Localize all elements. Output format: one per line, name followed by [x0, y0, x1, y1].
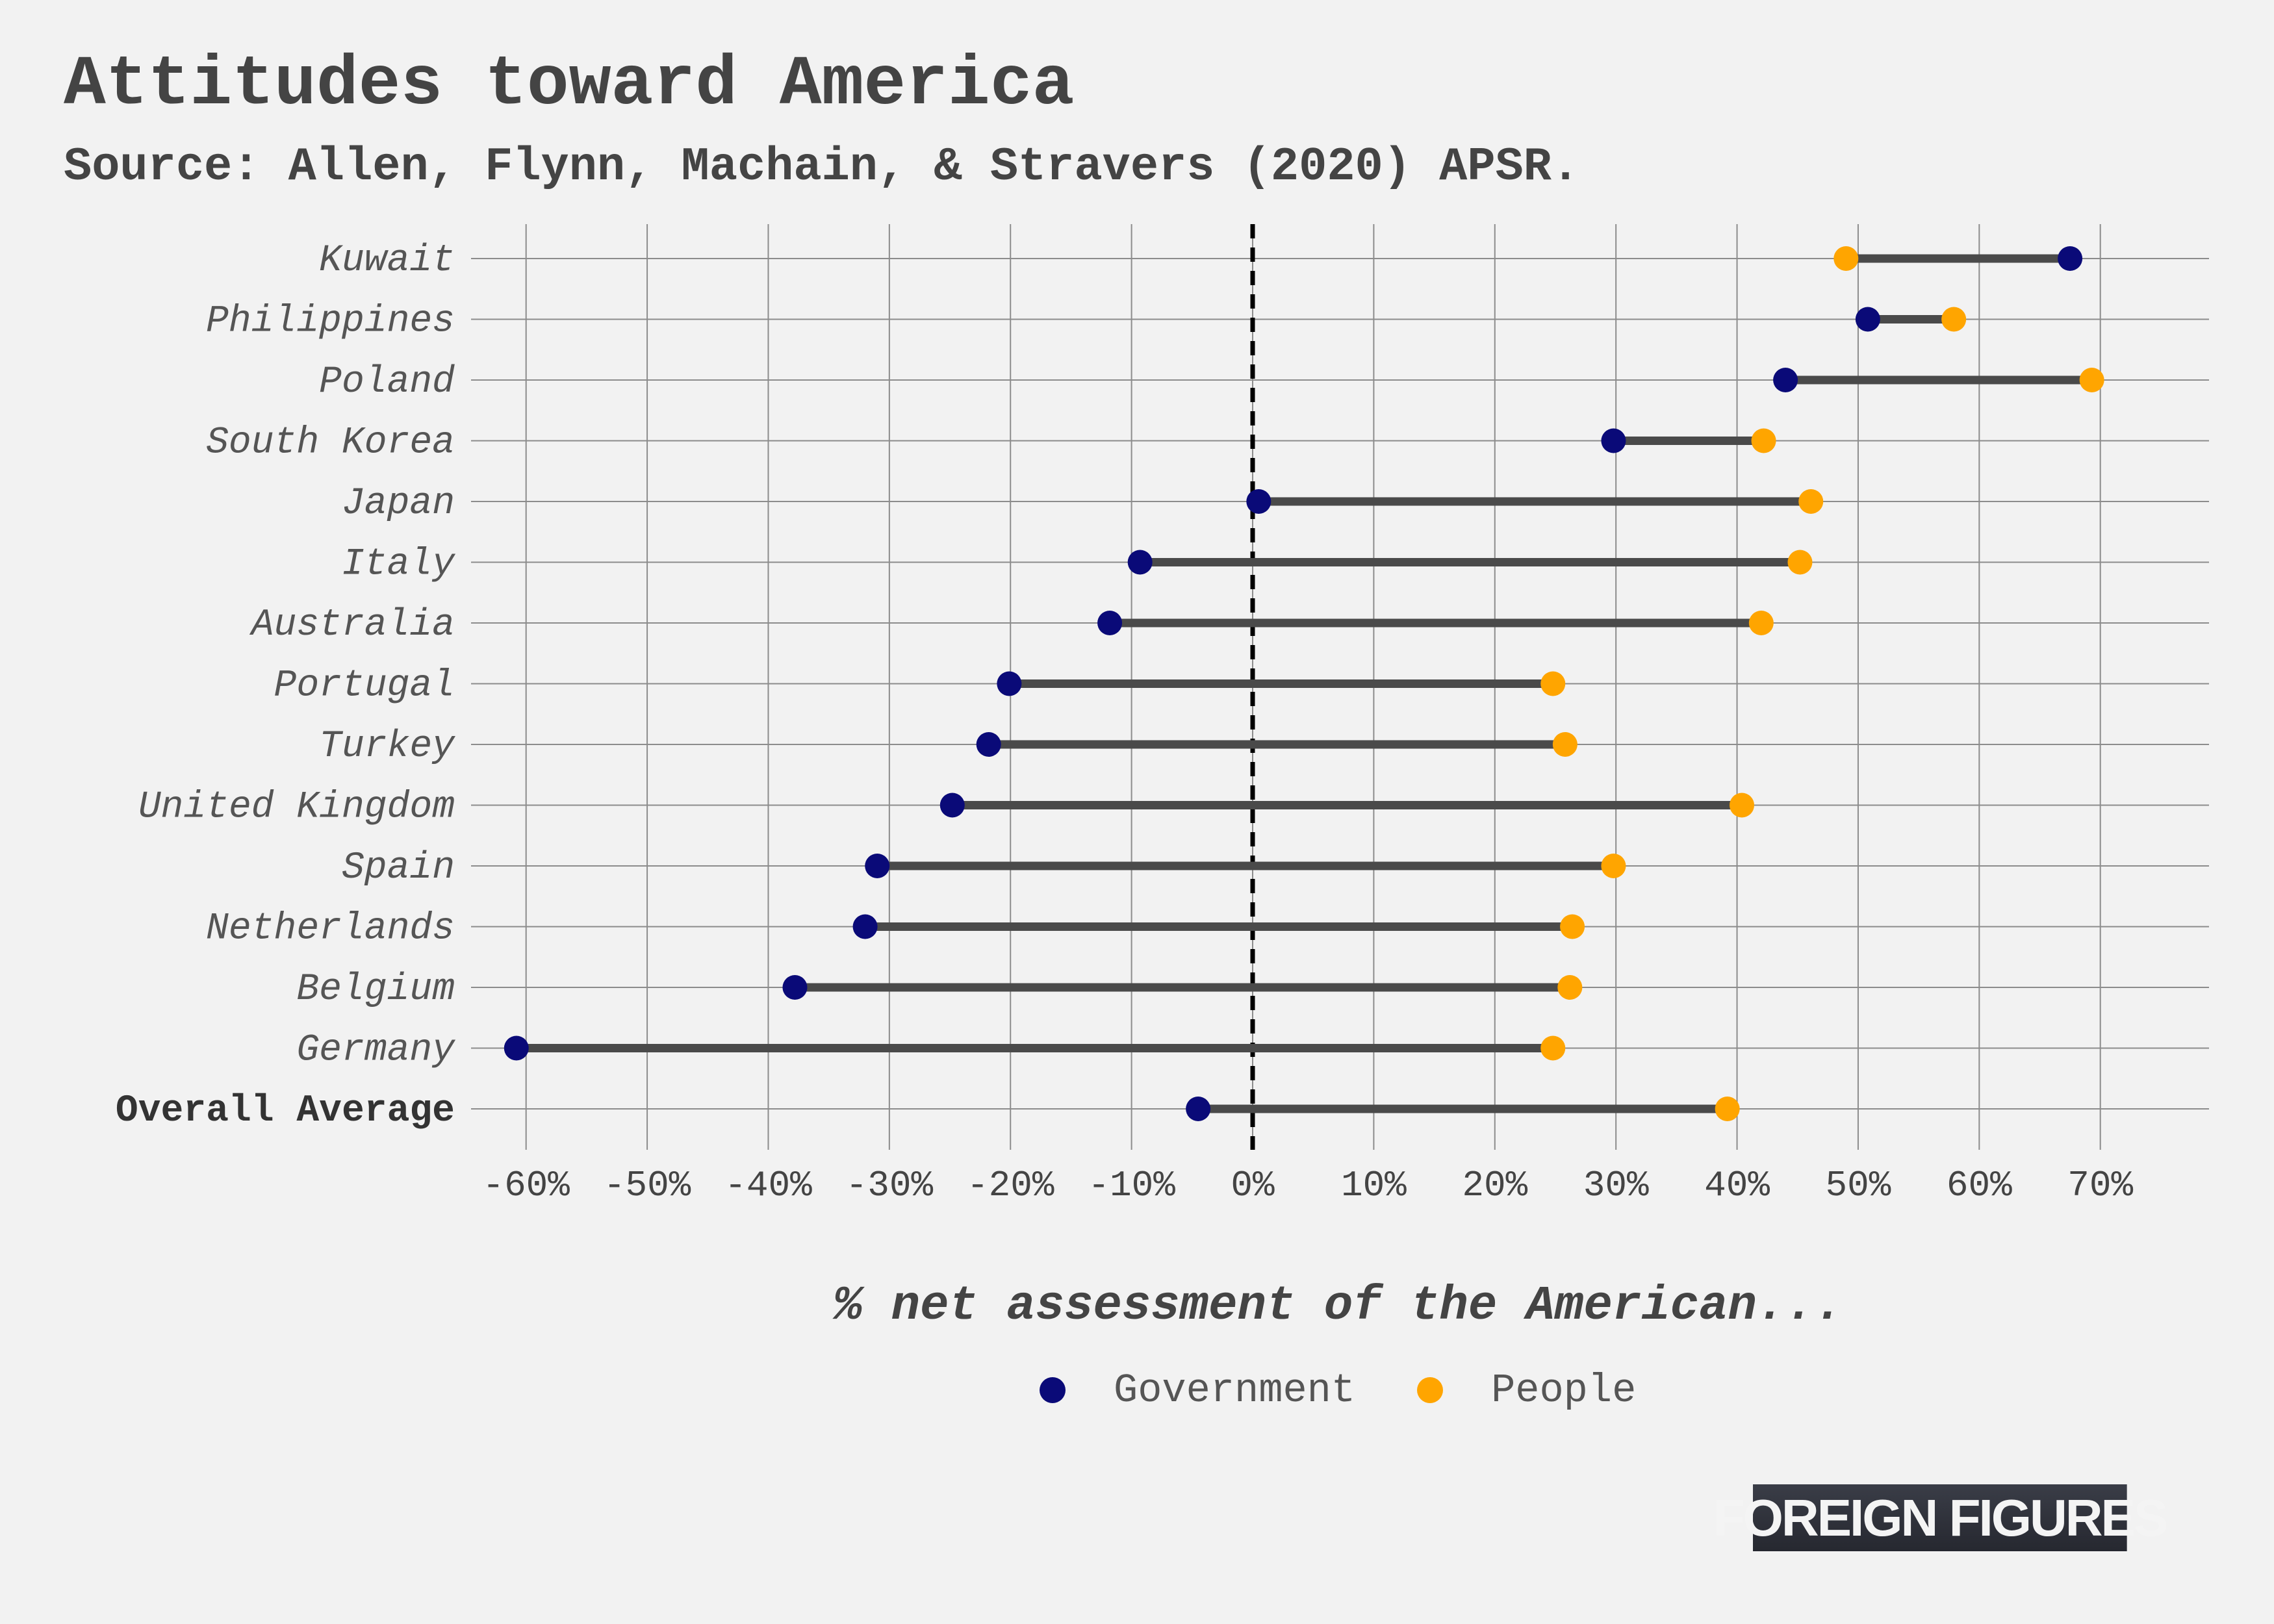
- government-point: [1127, 550, 1153, 575]
- people-point: [1540, 1035, 1566, 1061]
- category-label: Turkey: [319, 726, 455, 768]
- x-tick-label: -20%: [967, 1165, 1054, 1206]
- people-point: [1787, 550, 1813, 575]
- x-tick-label: 60%: [1947, 1165, 2012, 1206]
- x-tick-label: -10%: [1088, 1165, 1175, 1206]
- x-tick-label: 70%: [2067, 1165, 2133, 1206]
- people-point: [1729, 793, 1754, 818]
- government-point: [939, 793, 965, 818]
- legend-government-label: Government: [1114, 1367, 1356, 1414]
- people-point: [1748, 611, 1774, 635]
- people-point: [1751, 428, 1776, 453]
- government-point: [1855, 307, 1880, 332]
- government-point: [997, 671, 1022, 696]
- category-label-overall-average: Overall Average: [116, 1090, 455, 1132]
- people-point: [1540, 671, 1566, 696]
- category-label: South Korea: [206, 422, 455, 464]
- government-point: [782, 975, 808, 1000]
- people-point: [1941, 307, 1967, 332]
- government-point: [1601, 428, 1626, 453]
- government-point: [1097, 611, 1123, 635]
- x-tick-label: -60%: [482, 1165, 570, 1206]
- x-tick-label: -40%: [724, 1165, 812, 1206]
- category-label: Australia: [249, 604, 455, 646]
- x-tick-label: 40%: [1704, 1165, 1770, 1206]
- foreign-figures-logo: FOREIGN FIGURES: [1713, 1484, 2169, 1551]
- government-point: [2058, 246, 2083, 271]
- x-tick-label: 20%: [1462, 1165, 1527, 1206]
- legend-item-government: Government: [1040, 1367, 1355, 1414]
- legend-people-marker: [1417, 1377, 1444, 1403]
- x-tick-label: 0%: [1231, 1165, 1275, 1206]
- x-tick-label: -50%: [604, 1165, 691, 1206]
- category-label: Portugal: [274, 665, 455, 707]
- people-point: [1557, 975, 1583, 1000]
- government-point: [865, 854, 890, 878]
- people-point: [1601, 854, 1626, 878]
- category-label: Italy: [342, 544, 455, 586]
- x-tick-label: 10%: [1341, 1165, 1407, 1206]
- people-point: [1798, 489, 1824, 514]
- logo-text: FOREIGN FIGURES: [1713, 1488, 2169, 1547]
- people-point: [1833, 246, 1859, 271]
- people-point: [1715, 1097, 1740, 1121]
- category-label: Philippines: [206, 301, 455, 343]
- chart-title: Attitudes toward America: [64, 45, 1075, 125]
- government-point: [1186, 1097, 1211, 1121]
- legend-item-people: People: [1417, 1367, 1636, 1414]
- category-label: United Kingdom: [138, 787, 455, 829]
- x-tick-label: -30%: [846, 1165, 934, 1206]
- legend: Government People: [1040, 1364, 1698, 1416]
- chart-subtitle: Source: Allen, Flynn, Machain, & Straver…: [64, 140, 1580, 194]
- category-label: Spain: [342, 847, 455, 889]
- category-label: Poland: [319, 361, 455, 403]
- x-tick-label: 50%: [1826, 1165, 1891, 1206]
- x-axis-title: % net assessment of the American...: [832, 1279, 1843, 1334]
- legend-people-label: People: [1491, 1367, 1637, 1414]
- people-point: [1560, 914, 1585, 939]
- category-label: Belgium: [296, 969, 455, 1011]
- people-point: [2079, 368, 2104, 392]
- category-label: Germany: [296, 1030, 455, 1072]
- x-tick-label: 30%: [1583, 1165, 1649, 1206]
- category-label: Netherlands: [206, 908, 455, 950]
- government-point: [1773, 368, 1798, 392]
- people-point: [1552, 732, 1578, 757]
- legend-government-marker: [1040, 1377, 1066, 1403]
- government-point: [504, 1035, 529, 1061]
- government-point: [852, 914, 878, 939]
- government-point: [1246, 489, 1271, 514]
- category-label: Japan: [342, 483, 455, 525]
- category-label: Kuwait: [319, 240, 455, 282]
- government-point: [976, 732, 1001, 757]
